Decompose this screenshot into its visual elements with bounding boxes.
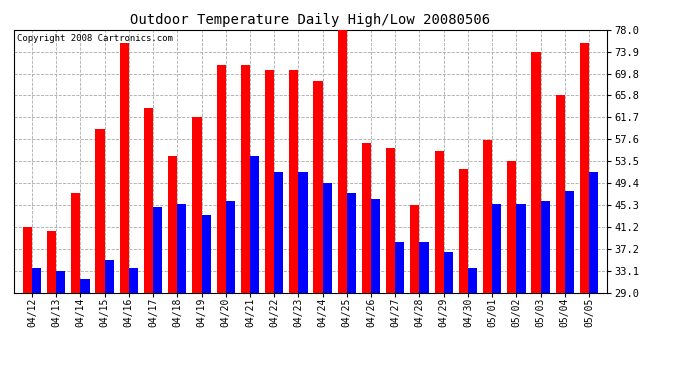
Bar — [56, 271, 66, 292]
Bar — [144, 108, 153, 292]
Bar — [580, 44, 589, 292]
Bar — [226, 201, 235, 292]
Bar — [516, 204, 526, 292]
Bar — [265, 70, 274, 292]
Bar — [250, 156, 259, 292]
Bar — [483, 140, 492, 292]
Bar — [444, 252, 453, 292]
Bar — [105, 260, 114, 292]
Bar — [337, 30, 347, 292]
Bar — [32, 268, 41, 292]
Bar — [23, 227, 32, 292]
Bar — [168, 156, 177, 292]
Bar — [298, 172, 308, 292]
Bar — [313, 81, 323, 292]
Bar — [386, 148, 395, 292]
Bar — [47, 231, 56, 292]
Bar — [468, 268, 477, 292]
Bar — [420, 242, 428, 292]
Bar — [435, 150, 444, 292]
Bar — [217, 65, 226, 292]
Bar — [153, 207, 162, 292]
Bar — [81, 279, 90, 292]
Bar — [555, 95, 565, 292]
Bar — [201, 215, 210, 292]
Bar — [362, 142, 371, 292]
Bar — [492, 204, 502, 292]
Bar — [411, 205, 420, 292]
Bar — [323, 183, 332, 292]
Bar — [95, 129, 105, 292]
Bar — [241, 65, 250, 292]
Bar — [71, 194, 81, 292]
Bar — [119, 44, 129, 292]
Text: Copyright 2008 Cartronics.com: Copyright 2008 Cartronics.com — [17, 34, 172, 43]
Bar — [507, 161, 516, 292]
Bar — [193, 117, 201, 292]
Bar — [347, 194, 356, 292]
Bar — [395, 242, 404, 292]
Title: Outdoor Temperature Daily High/Low 20080506: Outdoor Temperature Daily High/Low 20080… — [130, 13, 491, 27]
Bar — [531, 52, 540, 292]
Bar — [565, 191, 574, 292]
Bar — [129, 268, 138, 292]
Bar — [589, 172, 598, 292]
Bar — [371, 199, 380, 292]
Bar — [274, 172, 284, 292]
Bar — [177, 204, 186, 292]
Bar — [289, 70, 298, 292]
Bar — [459, 169, 468, 292]
Bar — [540, 201, 550, 292]
